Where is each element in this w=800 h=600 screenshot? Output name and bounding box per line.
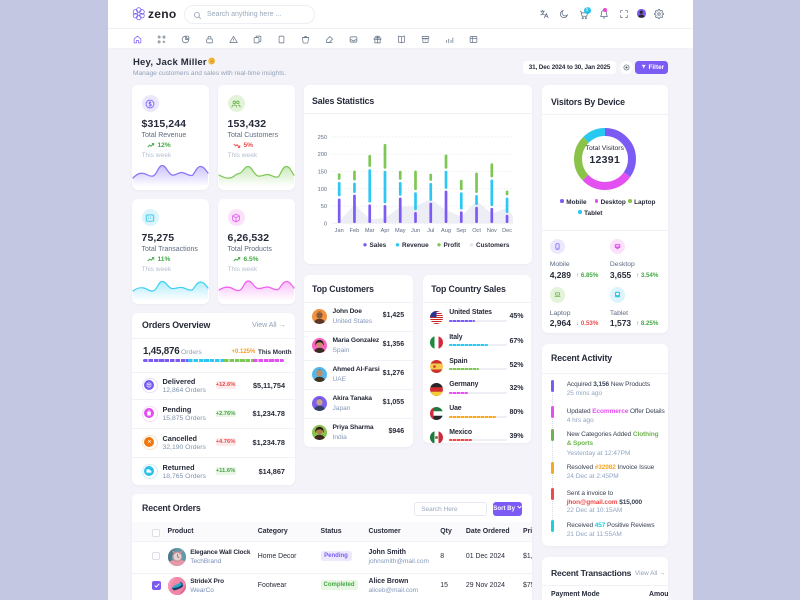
- svg-text:Apr: Apr: [381, 228, 390, 234]
- svg-text:150: 150: [318, 170, 327, 176]
- svg-text:200: 200: [318, 152, 327, 158]
- svg-text:Mar: Mar: [365, 228, 375, 234]
- svg-text:Feb: Feb: [350, 228, 360, 234]
- svg-text:50: 50: [321, 204, 327, 210]
- svg-text:Dec: Dec: [502, 228, 512, 234]
- svg-text:Oct: Oct: [472, 228, 481, 234]
- svg-text:Aug: Aug: [441, 228, 451, 234]
- svg-text:Sep: Sep: [456, 228, 466, 234]
- svg-text:Sales: Sales: [370, 242, 387, 249]
- svg-text:Profit: Profit: [444, 242, 462, 249]
- svg-text:100: 100: [318, 187, 327, 193]
- svg-text:Nov: Nov: [487, 228, 497, 234]
- svg-text:Jan: Jan: [335, 228, 344, 234]
- svg-text:Customers: Customers: [476, 242, 510, 249]
- svg-text:Jun: Jun: [411, 228, 420, 234]
- svg-text:Revenue: Revenue: [402, 242, 429, 249]
- svg-text:May: May: [395, 228, 406, 234]
- svg-text:Jul: Jul: [427, 228, 434, 234]
- svg-text:0: 0: [324, 221, 327, 227]
- svg-text:250: 250: [318, 135, 327, 141]
